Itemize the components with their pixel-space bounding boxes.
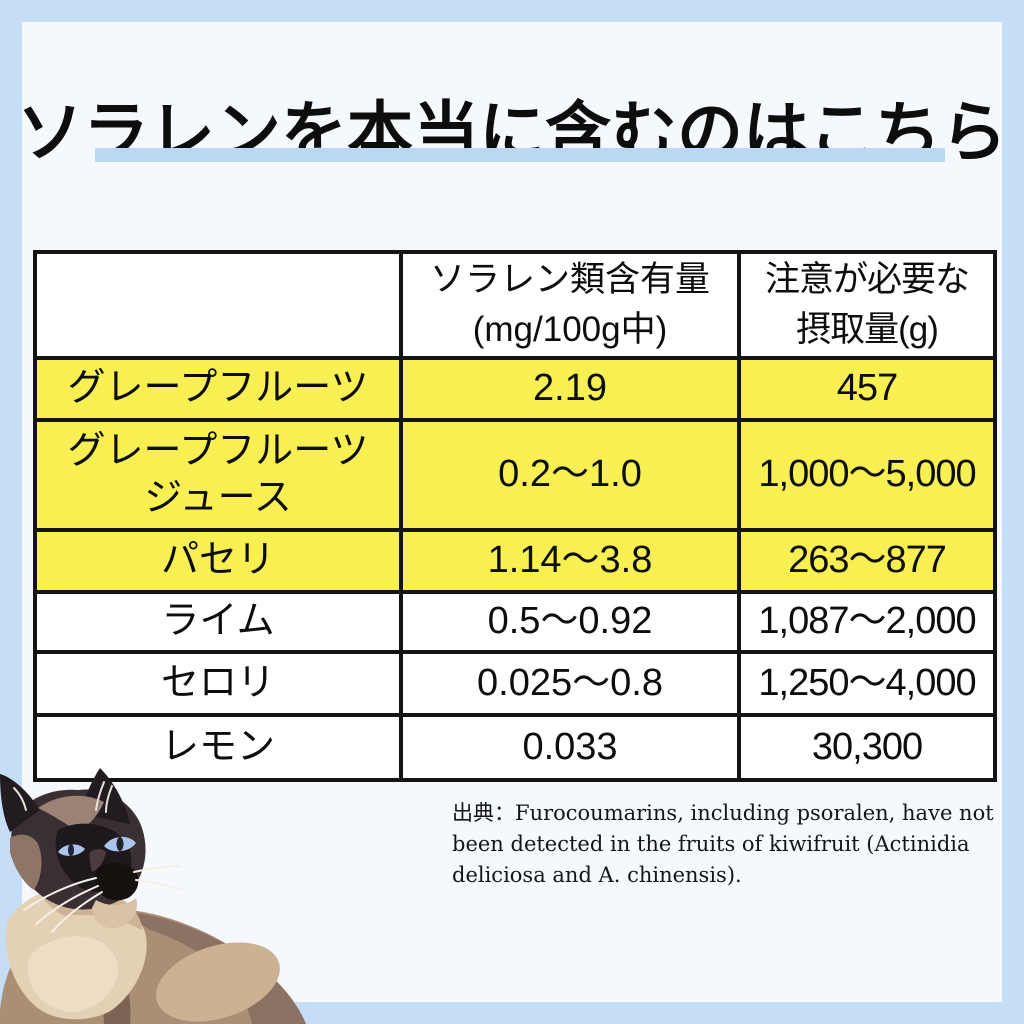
header-food-cell [33, 250, 403, 360]
intake-value-cell: 457 [737, 356, 997, 422]
table-row: セロリ 0.025〜0.8 1,250〜4,000 [33, 650, 997, 717]
psoralen-value-cell: 2.19 [399, 356, 741, 422]
row-name-cell: ライム [33, 590, 403, 654]
intake-value-cell: 1,000〜5,000 [737, 418, 997, 532]
row-name-cell: グレープフルーツ [33, 356, 403, 422]
psoralen-table: ソラレン類含有量 (mg/100g中) 注意が必要な 摂取量(g) グレープフル… [33, 250, 997, 782]
intake-value-cell: 30,300 [737, 713, 997, 782]
psoralen-value-cell: 1.14〜3.8 [399, 528, 741, 594]
title-underline [95, 148, 945, 162]
table-row: グレープフルーツ ジュース 0.2〜1.0 1,000〜5,000 [33, 418, 997, 532]
row-name-cell: レモン [33, 713, 403, 782]
psoralen-value-cell: 0.025〜0.8 [399, 650, 741, 717]
row-name-cell: セロリ [33, 650, 403, 717]
intake-value-cell: 263〜877 [737, 528, 997, 594]
table-row: グレープフルーツ 2.19 457 [33, 356, 997, 422]
intake-value-cell: 1,250〜4,000 [737, 650, 997, 717]
header-intake-cell: 注意が必要な 摂取量(g) [737, 250, 997, 360]
siamese-cat-illustration [0, 768, 306, 1024]
table-header-row: ソラレン類含有量 (mg/100g中) 注意が必要な 摂取量(g) [33, 250, 997, 360]
source-citation: 出典：Furocoumarins, including psoralen, ha… [452, 801, 994, 888]
psoralen-value-cell: 0.5〜0.92 [399, 590, 741, 654]
intake-value-cell: 1,087〜2,000 [737, 590, 997, 654]
table-row: パセリ 1.14〜3.8 263〜877 [33, 528, 997, 594]
row-name-cell: パセリ [33, 528, 403, 594]
header-psoralen-cell: ソラレン類含有量 (mg/100g中) [399, 250, 741, 360]
psoralen-value-cell: 0.033 [399, 713, 741, 782]
psoralen-value-cell: 0.2〜1.0 [399, 418, 741, 532]
table-row: レモン 0.033 30,300 [33, 713, 997, 782]
row-name-cell: グレープフルーツ ジュース [33, 418, 403, 532]
table-row: ライム 0.5〜0.92 1,087〜2,000 [33, 590, 997, 654]
